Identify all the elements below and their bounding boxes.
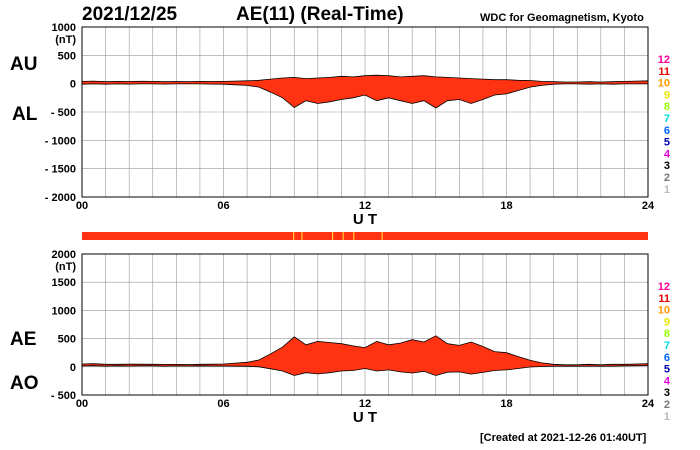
- created-timestamp: [Created at 2021-12-26 01:40UT]: [480, 432, 647, 444]
- x-tick-label: 06: [217, 398, 229, 410]
- legend-item: 8: [664, 101, 670, 113]
- legend-item: 3: [664, 160, 670, 172]
- legend-item: 3: [664, 387, 670, 399]
- plot-ae-ao: [81, 253, 649, 396]
- x-tick-label: 24: [642, 200, 655, 212]
- legend-item: 9: [664, 89, 670, 101]
- y-tick-label: - 2000: [45, 192, 76, 204]
- credit-label: WDC for Geomagnetism, Kyoto: [480, 12, 644, 24]
- au-label: AU: [10, 54, 38, 75]
- legend-item: 10: [658, 305, 670, 317]
- ae-ao-area: [82, 335, 648, 376]
- legend-item: 6: [664, 125, 670, 137]
- status-bar-highlight: [353, 232, 355, 240]
- y-tick-label: 1500: [52, 277, 76, 289]
- unit-label: (nT): [55, 34, 76, 46]
- legend-item: 10: [658, 78, 670, 90]
- legend-item: 1: [664, 184, 670, 196]
- status-bar-highlight: [331, 232, 334, 240]
- legend-item: 11: [658, 66, 670, 78]
- series-line-ae: [81, 335, 649, 366]
- au-al-area: [82, 75, 648, 108]
- status-bar: [82, 232, 648, 240]
- x-tick-label: 12: [359, 398, 371, 410]
- chart-title: AE(11) (Real-Time): [236, 4, 404, 25]
- y-tick-label: 1000: [52, 22, 76, 34]
- legend-item: 6: [664, 352, 670, 364]
- x-axis-title: U T: [353, 211, 377, 228]
- legend-item: 2: [664, 399, 670, 411]
- legend-item: 2: [664, 172, 670, 184]
- legend-item: 7: [664, 113, 670, 125]
- x-tick-label: 18: [500, 200, 512, 212]
- status-bar-highlight: [342, 232, 344, 240]
- al-label: AL: [12, 104, 38, 125]
- y-tick-label: - 500: [51, 390, 76, 402]
- x-tick-label: 18: [500, 398, 512, 410]
- legend-item: 4: [664, 375, 671, 387]
- plot-au-al: [81, 26, 649, 198]
- date-title: 2021/12/25: [82, 4, 178, 25]
- y-tick-label: 0: [70, 79, 76, 91]
- y-tick-label: 500: [58, 334, 76, 346]
- legend-item: 11: [658, 293, 670, 305]
- status-bar-highlight: [301, 232, 303, 240]
- legend-item: 12: [658, 54, 670, 66]
- ae-label: AE: [10, 329, 37, 350]
- y-tick-label: - 1000: [45, 135, 76, 147]
- x-tick-label: 06: [217, 200, 229, 212]
- x-tick-label: 12: [359, 200, 371, 212]
- legend-item: 12: [658, 281, 670, 293]
- y-tick-label: - 1500: [45, 164, 76, 176]
- legend-item: 1: [664, 411, 670, 423]
- status-bar-highlight: [293, 232, 295, 240]
- y-tick-label: 2000: [52, 249, 76, 261]
- series-line-al: [81, 83, 648, 109]
- series-line-ao: [81, 365, 649, 376]
- y-tick-label: 1000: [52, 305, 76, 317]
- legend-item: 9: [664, 316, 670, 328]
- x-tick-label: 00: [76, 200, 88, 212]
- legend-item: 8: [664, 328, 670, 340]
- x-axis-title: U T: [353, 409, 377, 426]
- x-tick-label: 00: [76, 398, 88, 410]
- ao-label: AO: [10, 373, 39, 394]
- status-bar-highlight: [381, 232, 383, 240]
- legend-item: 4: [664, 148, 671, 160]
- unit-label: (nT): [55, 261, 76, 273]
- legend-item: 5: [664, 137, 670, 149]
- plot-frame: [81, 26, 649, 198]
- y-tick-label: - 500: [51, 107, 76, 119]
- x-tick-label: 24: [642, 398, 655, 410]
- y-tick-label: 0: [70, 362, 76, 374]
- plot-frame: [81, 253, 649, 396]
- series-line-au: [81, 74, 649, 83]
- status-bar-fill: [82, 232, 648, 240]
- legend-item: 5: [664, 364, 670, 376]
- legend-item: 7: [664, 340, 670, 352]
- y-tick-label: 500: [58, 50, 76, 62]
